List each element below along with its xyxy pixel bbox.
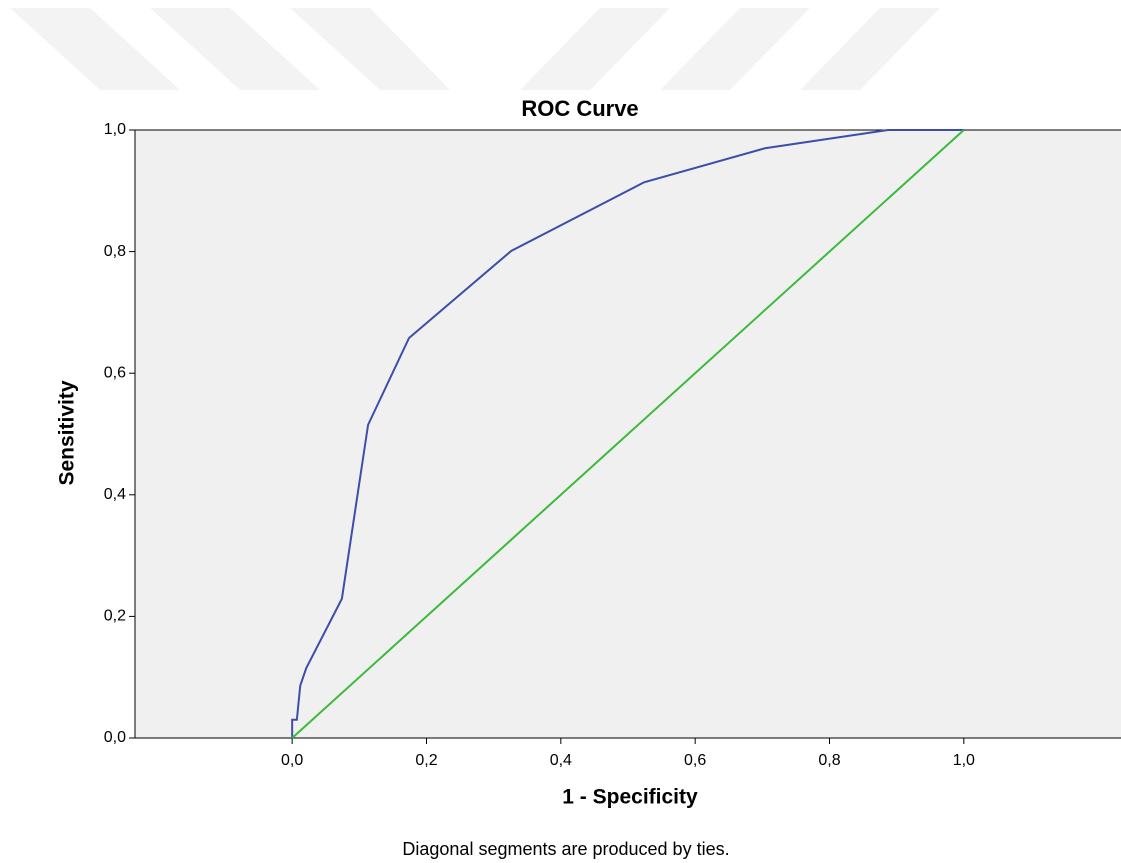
chart-title: ROC Curve bbox=[521, 96, 638, 121]
y-tick-label: 1,0 bbox=[104, 121, 126, 138]
y-tick-label: 0,6 bbox=[104, 364, 126, 381]
y-tick-label: 0,4 bbox=[104, 486, 126, 503]
y-tick-label: 0,2 bbox=[104, 608, 126, 625]
x-axis-label: 1 - Specificity bbox=[562, 786, 698, 809]
x-tick-label: 0,2 bbox=[415, 752, 437, 769]
x-tick-label: 0,8 bbox=[818, 752, 840, 769]
x-tick-label: 0,0 bbox=[281, 752, 303, 769]
curve-line bbox=[291, 129, 965, 739]
y-axis-label: Sensitivity bbox=[56, 380, 79, 485]
x-tick-label: 1,0 bbox=[953, 752, 975, 769]
x-tick-label: 0,4 bbox=[550, 752, 572, 769]
curve-line bbox=[291, 129, 964, 738]
y-tick-label: 0,8 bbox=[104, 243, 126, 260]
x-tick-label: 0,6 bbox=[684, 752, 706, 769]
y-tick-label: 0,0 bbox=[104, 729, 126, 746]
footnote: Diagonal segments are produced by ties. bbox=[402, 839, 729, 859]
watermark bbox=[10, 8, 940, 90]
